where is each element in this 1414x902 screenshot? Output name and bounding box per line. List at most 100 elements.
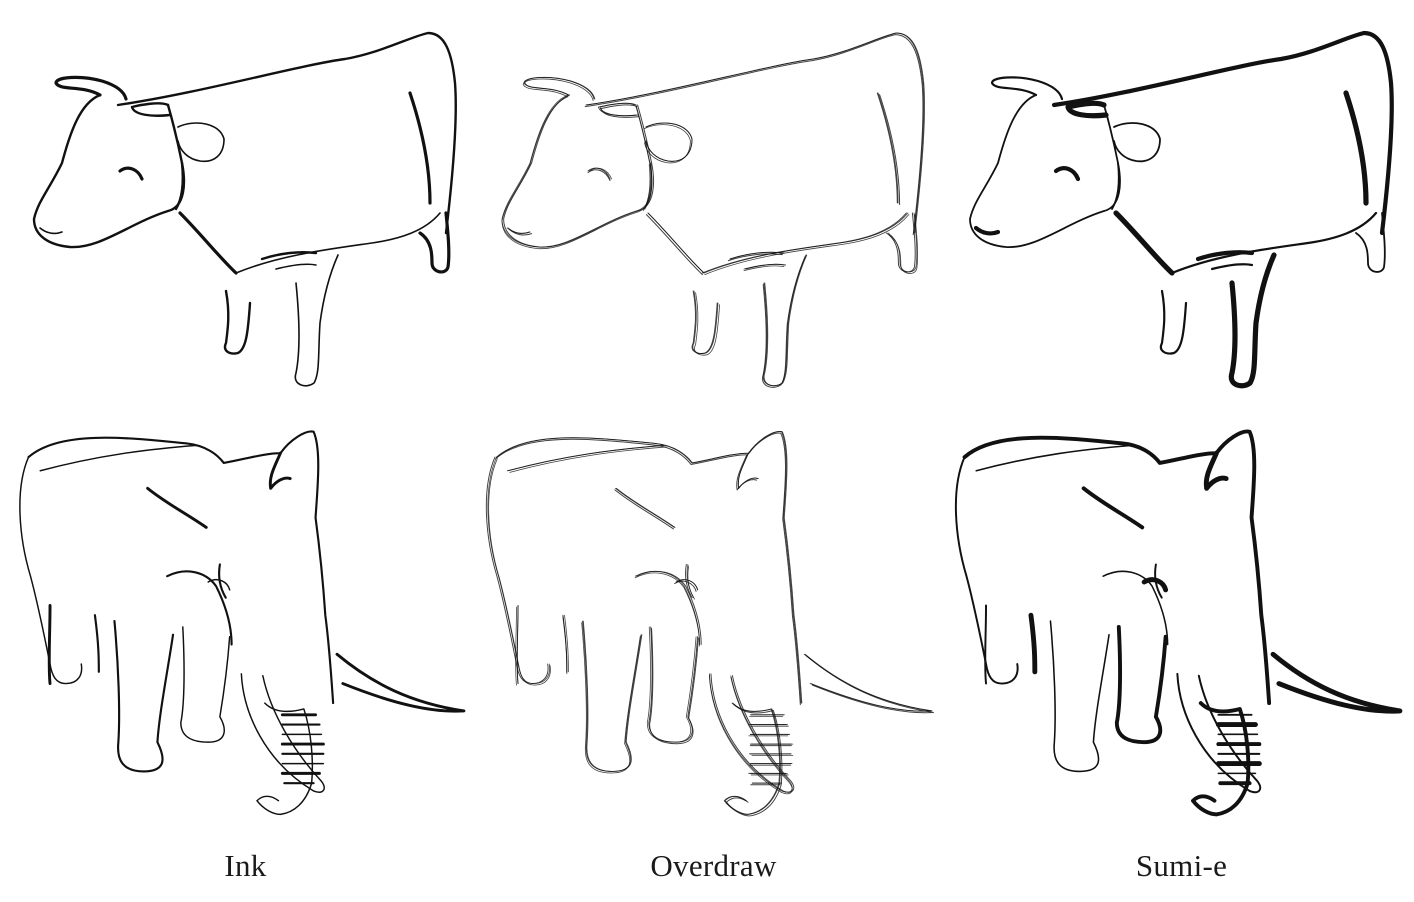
cow-illustration	[969, 30, 1394, 389]
contour-stroke	[1065, 100, 1109, 119]
contour-stroke	[646, 626, 697, 743]
contour-stroke	[174, 161, 184, 211]
contour-stroke	[178, 211, 238, 275]
contour-stroke	[615, 487, 675, 528]
contour-stroke	[118, 166, 144, 181]
contour-stroke	[113, 620, 175, 773]
contour-stroke	[691, 290, 718, 354]
contour-stroke	[723, 702, 780, 815]
contour-stroke	[645, 122, 693, 162]
contour-stroke	[335, 652, 466, 713]
contour-stroke	[235, 212, 441, 274]
contour-stroke	[614, 489, 674, 530]
contour-stroke	[582, 620, 643, 772]
contour-stroke	[1081, 486, 1145, 530]
contour-stroke	[687, 565, 695, 600]
contour-stroke	[876, 92, 898, 204]
cow-overdraw-drawing	[468, 8, 939, 418]
contour-stroke	[675, 579, 699, 591]
contour-stroke	[636, 570, 702, 646]
elephant-illustration	[954, 429, 1403, 817]
contour-stroke	[1111, 162, 1120, 210]
contour-stroke	[506, 227, 530, 234]
contour-stroke	[1343, 90, 1369, 206]
contour-stroke	[1176, 672, 1262, 794]
contour-stroke	[495, 432, 801, 706]
contour-stroke	[589, 167, 613, 180]
contour-stroke	[954, 456, 1019, 685]
caption-overdraw: Overdraw	[650, 848, 777, 883]
elephant-illustration	[485, 431, 934, 817]
contour-stroke	[745, 263, 787, 270]
contour-stroke	[496, 431, 803, 704]
contour-stroke	[1355, 212, 1386, 273]
contour-stroke	[130, 102, 172, 117]
contour-stroke	[166, 570, 233, 646]
contour-stroke	[180, 626, 231, 743]
contour-stroke	[275, 263, 317, 270]
contour-stroke	[218, 563, 227, 599]
contour-stroke	[649, 628, 699, 745]
contour-stroke	[1114, 625, 1168, 745]
contour-stroke	[408, 91, 432, 205]
contour-stroke	[762, 256, 806, 388]
contour-stroke	[1270, 651, 1403, 714]
contour-stroke	[708, 673, 793, 793]
contour-stroke	[804, 653, 933, 712]
contour-stroke	[1191, 701, 1251, 817]
contour-stroke	[177, 122, 225, 163]
contour-stroke	[501, 96, 653, 250]
elephant-overdraw-drawing	[468, 420, 939, 830]
contour-stroke	[587, 167, 611, 180]
contour-stroke	[736, 454, 758, 491]
contour-stroke	[19, 456, 83, 685]
contour-stroke	[1228, 252, 1277, 389]
cow-illustration	[501, 32, 925, 388]
contour-stroke	[1159, 289, 1188, 355]
contour-stroke	[260, 251, 318, 261]
contour-stroke	[294, 254, 339, 387]
contour-stroke	[708, 674, 793, 795]
contour-stroke	[1053, 166, 1081, 182]
contour-stroke	[240, 673, 325, 793]
contour-stroke	[1028, 612, 1038, 675]
contour-stroke	[509, 229, 533, 236]
contour-stroke	[223, 289, 252, 355]
contour-stroke	[27, 430, 335, 705]
contour-stroke	[729, 251, 785, 260]
contour-stroke	[587, 169, 611, 182]
caption-ink: Ink	[224, 848, 267, 883]
contour-stroke	[1113, 122, 1161, 163]
contour-stroke	[116, 31, 457, 235]
contour-stroke	[418, 211, 451, 274]
contour-stroke	[256, 702, 314, 816]
contour-stroke	[885, 212, 916, 273]
elephant-ink-drawing	[0, 420, 471, 830]
contour-stroke	[984, 604, 987, 685]
contour-stroke	[701, 212, 907, 274]
contour-stroke	[704, 214, 910, 276]
contour-stroke	[1113, 210, 1175, 276]
contour-stroke	[503, 94, 654, 248]
cow-illustration	[32, 31, 457, 387]
contour-stroke	[54, 75, 128, 101]
contour-stroke	[524, 76, 596, 100]
contour-stroke	[207, 578, 231, 591]
contour-stroke	[268, 451, 292, 490]
contour-stroke	[509, 446, 667, 473]
contour-stroke	[1102, 570, 1169, 646]
contour-stroke	[562, 616, 568, 674]
contour-stroke	[727, 253, 783, 262]
contour-stroke	[694, 292, 721, 356]
contour-stroke	[962, 429, 1272, 706]
contour-stroke	[877, 92, 899, 204]
contour-stroke	[888, 214, 919, 274]
contour-stroke	[32, 93, 186, 249]
contour-stroke	[1051, 30, 1394, 236]
contour-stroke	[1049, 620, 1110, 773]
contour-stroke	[586, 32, 925, 234]
contour-stroke	[975, 444, 1134, 472]
contour-stroke	[743, 265, 785, 272]
elephant-sumie-drawing	[936, 420, 1407, 830]
contour-stroke	[887, 212, 918, 273]
